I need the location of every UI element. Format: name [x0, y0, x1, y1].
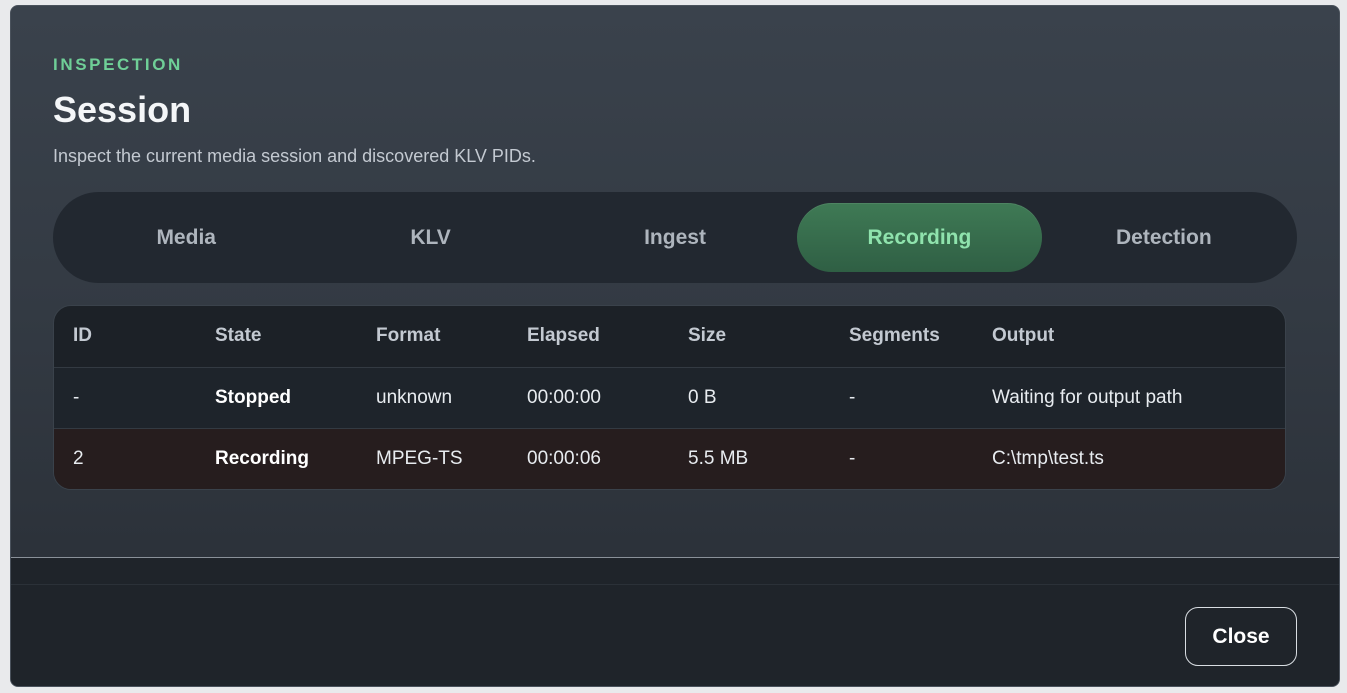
- column-header-elapsed: Elapsed: [508, 306, 669, 368]
- cell-output: Waiting for output path: [973, 367, 1285, 429]
- column-header-output: Output: [973, 306, 1285, 368]
- tab-klv[interactable]: KLV: [410, 225, 451, 249]
- tab-ingest[interactable]: Ingest: [644, 225, 706, 249]
- cell-elapsed: 00:00:00: [508, 367, 669, 429]
- cell-state: Recording: [196, 428, 357, 489]
- tab-detection[interactable]: Detection: [1115, 225, 1212, 249]
- dialog-subtitle: Inspect the current media session and di…: [53, 146, 536, 166]
- session-dialog: INSPECTION Session Inspect the current m…: [10, 5, 1340, 687]
- column-header-state: State: [196, 306, 357, 368]
- column-header-size: Size: [669, 306, 830, 368]
- column-header-segments: Segments: [830, 306, 973, 368]
- cell-size: 5.5 MB: [669, 428, 830, 489]
- table-row: - Stopped unknown 00:00:00 0 B - Waiting…: [54, 367, 1285, 429]
- cell-segments: -: [830, 367, 973, 429]
- cell-state: Stopped: [196, 367, 357, 429]
- footer-divider: [11, 584, 1339, 585]
- recordings-table: ID State Format Elapsed Size Segments Ou…: [53, 305, 1286, 490]
- dialog-title: Session: [53, 89, 192, 130]
- cell-id: -: [54, 367, 196, 429]
- cell-id: 2: [54, 428, 196, 489]
- column-header-format: Format: [357, 306, 508, 368]
- cell-segments: -: [830, 428, 973, 489]
- tab-bar: Media KLV Ingest Recording Detection: [53, 192, 1297, 283]
- dialog-footer: Close: [11, 557, 1339, 686]
- column-header-id: ID: [54, 306, 196, 368]
- tab-media[interactable]: Media: [156, 225, 216, 249]
- tab-recording[interactable]: Recording: [797, 203, 1042, 272]
- cell-format: MPEG-TS: [357, 428, 508, 489]
- table-row: 2 Recording MPEG-TS 00:00:06 5.5 MB - C:…: [54, 428, 1285, 489]
- cell-size: 0 B: [669, 367, 830, 429]
- cell-format: unknown: [357, 367, 508, 429]
- table-header-row: ID State Format Elapsed Size Segments Ou…: [54, 306, 1285, 368]
- cell-output: C:\tmp\test.ts: [973, 428, 1285, 489]
- cell-elapsed: 00:00:06: [508, 428, 669, 489]
- close-button[interactable]: Close: [1185, 607, 1297, 666]
- dialog-eyebrow: INSPECTION: [53, 55, 183, 74]
